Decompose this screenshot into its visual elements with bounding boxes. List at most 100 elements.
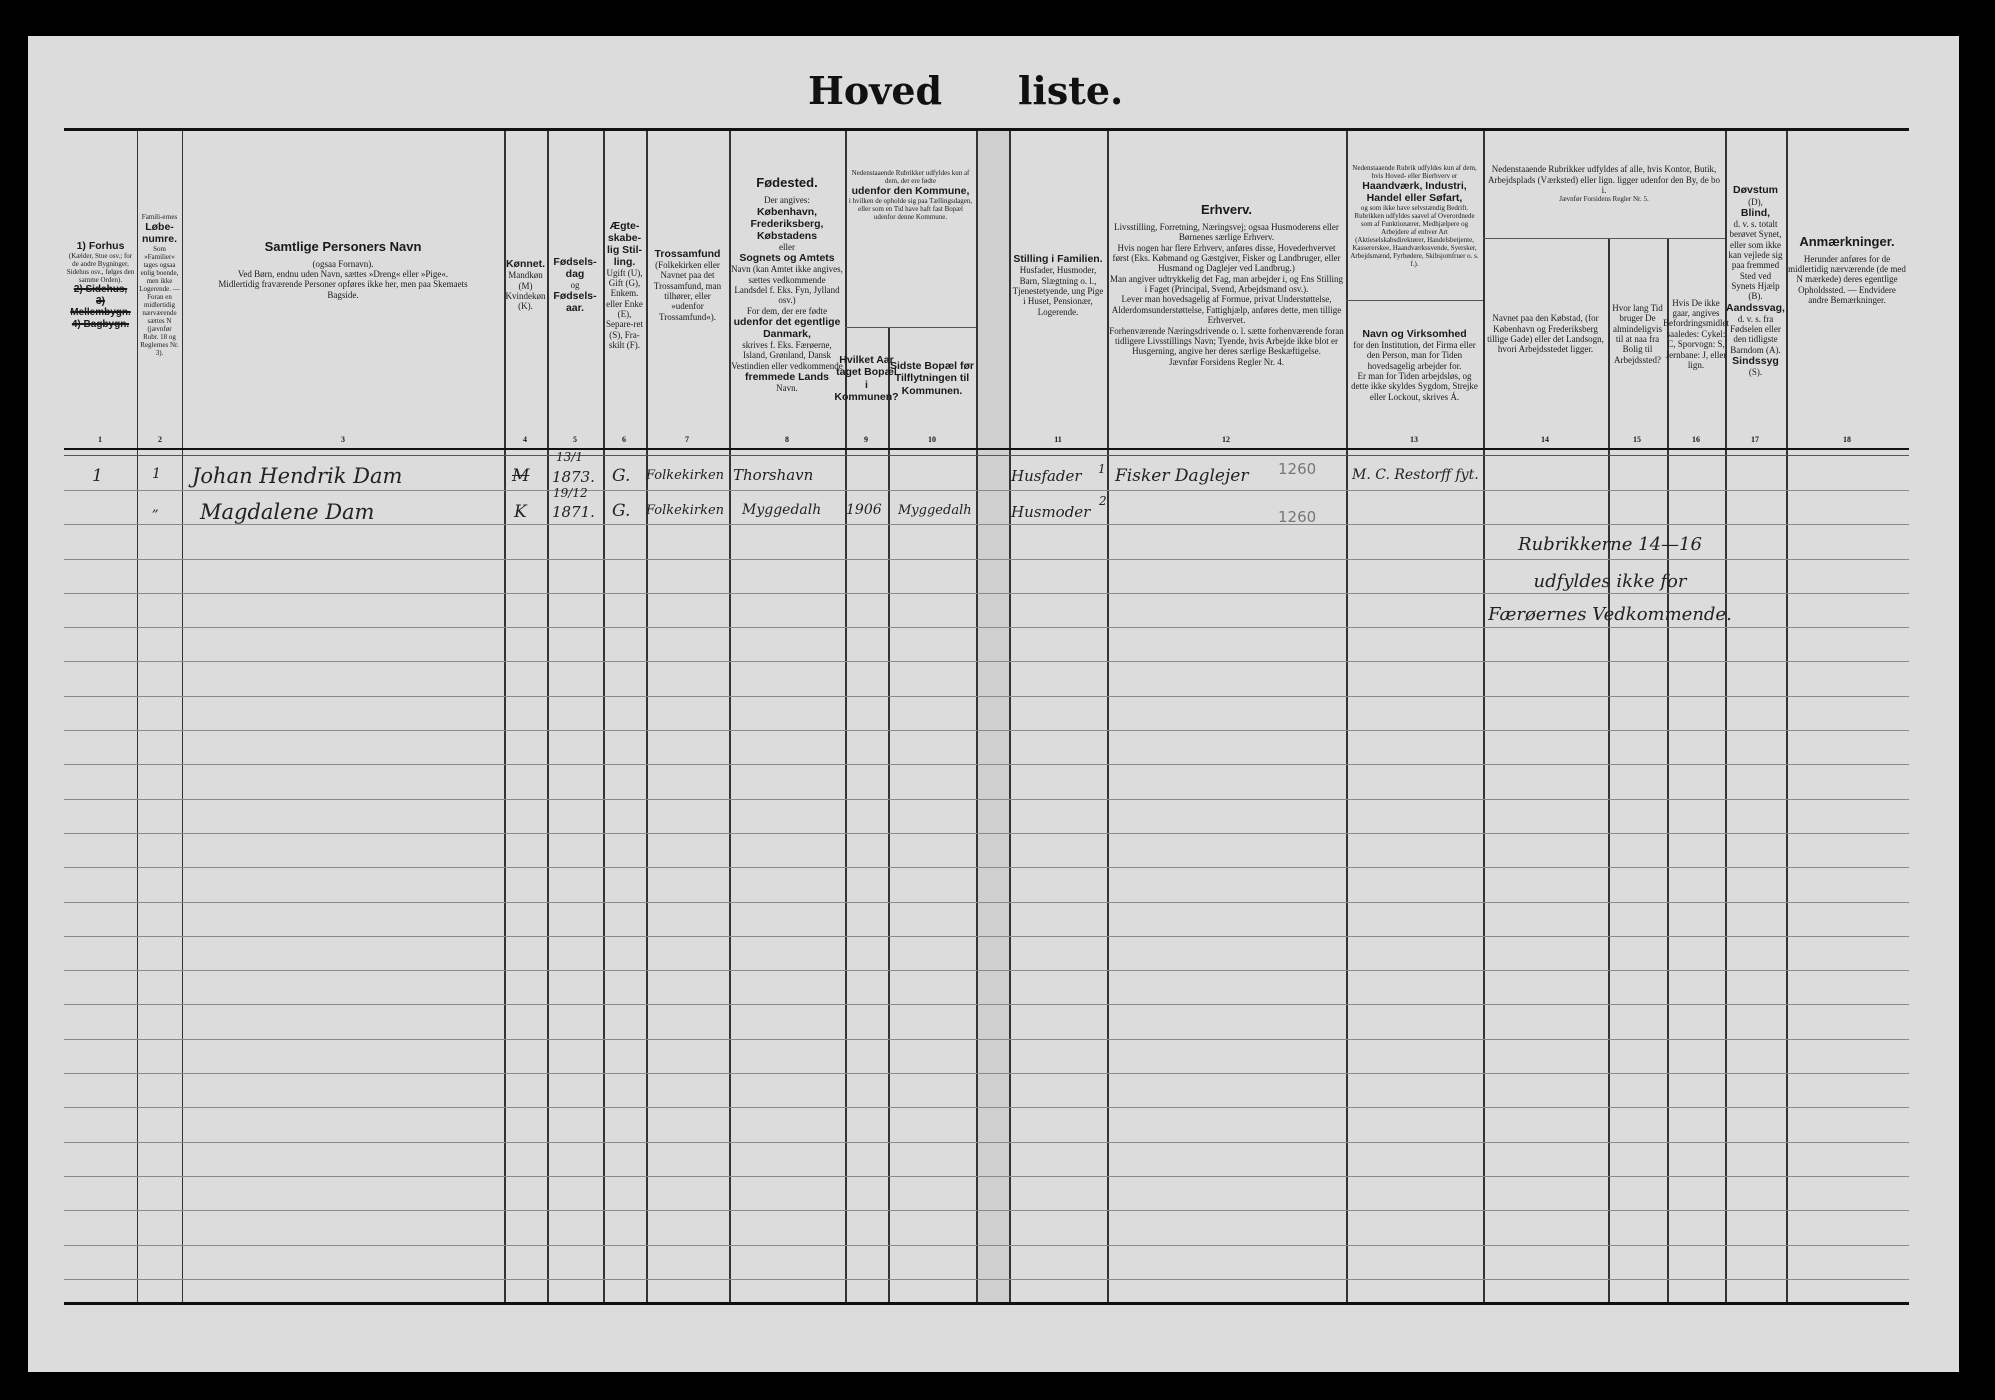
row-line: [64, 524, 1909, 525]
header-col-15: Hvor lang Tid bruger De almindeligvis ti…: [1608, 238, 1667, 430]
header-text-segment: Sognets og Amtets: [739, 252, 835, 265]
header-col-14: Navnet paa den Købstad, (for København o…: [1483, 238, 1608, 430]
header-text-segment: Ved Børn, endnu uden Navn, sættes »Dreng…: [237, 269, 449, 280]
column-divider: [1786, 130, 1788, 1304]
header-text-segment: Nedenstaaende Rubrikker udfyldes af alle…: [1487, 164, 1721, 196]
column-number: 9: [864, 435, 868, 444]
header-col-13-note: Nedenstaaende Rubrik udfyldes kun af dem…: [1346, 132, 1483, 300]
row-line: [64, 833, 1909, 834]
header-text-segment: Navn (kan Amtet ikke angives, sættes ved…: [731, 264, 843, 306]
entry-1-col1: 1: [92, 466, 103, 486]
row-line: [64, 1107, 1909, 1108]
column-number: 14: [1541, 435, 1549, 444]
header-text-segment: Fødsels-aar.: [553, 290, 597, 315]
subheader-divider: [845, 327, 976, 328]
column-number: 2: [158, 435, 162, 444]
header-text-segment: (Folkekirken eller Navnet paa det Trossa…: [653, 260, 722, 322]
header-col-9: Hvilket Aar taget Bopæl i Kommunen?: [834, 327, 898, 430]
entry-1-occupation-code: 1260: [1278, 460, 1317, 478]
row-line: [64, 490, 1909, 491]
entry-1-name: Johan Hendrik Dam: [192, 464, 403, 488]
header-col-9-10: Nedenstaaende Rubrikker udfyldes kun af …: [845, 135, 976, 255]
row-line: [64, 593, 1909, 594]
entry-1-employer: M. C. Restorff fyt.: [1352, 467, 1479, 483]
column-number: 8: [785, 435, 789, 444]
note-line-1: Rubrikkerne 14—16: [1518, 534, 1702, 555]
column-number: 13: [1410, 435, 1418, 444]
header-text-segment: Forhenværende Næringsdrivende o. l. sætt…: [1109, 325, 1344, 357]
header-bottom-rule: [64, 448, 1909, 450]
row-line: [64, 1245, 1909, 1246]
header-text-segment: Nedenstaaende Rubrikker udfyldes kun af …: [851, 168, 970, 185]
entry-1-family-position: Husfader: [1011, 467, 1082, 485]
header-text-segment: Herunder anføres for de midlertidig nærv…: [1788, 253, 1906, 305]
title-left: Hoved: [808, 68, 943, 113]
header-text-segment: i hvilken de opholde sig paa Tællingsdag…: [848, 197, 973, 222]
column-divider: [646, 130, 648, 1304]
header-text-segment: Kønnet.: [505, 258, 546, 271]
header-text-segment: Fødsels-dag: [553, 255, 597, 280]
header-text-segment: Døvstum: [1733, 184, 1778, 197]
row-line: [64, 867, 1909, 868]
header-col-18: Anmærkninger. Herunder anføres for de mid…: [1786, 140, 1908, 400]
row-line: [64, 764, 1909, 765]
header-text-segment: Samtlige Personers Navn: [264, 238, 422, 254]
entry-1-birth-year: 1873.: [552, 468, 595, 486]
header-text-segment: d. v. s. totalt berøvet Synet, eller som…: [1728, 218, 1783, 302]
header-text-segment: Hvis nogen har flere Erhverv, anføres di…: [1112, 242, 1341, 274]
header-text-segment: Rubrikken udfyldes saavel af Overordnede…: [1350, 211, 1479, 269]
header-text-segment: 4) Bagbygn.: [71, 318, 130, 330]
row-line: [64, 1176, 1909, 1177]
header-text-segment: Som »Familier« tages ogsaa enlig boende,…: [139, 244, 180, 358]
column-divider: [976, 130, 978, 1304]
header-text-segment: Sidste Bopæl før Tilflytningen til Kommu…: [890, 360, 975, 397]
header-text-segment: 2) Sidehus,: [73, 284, 128, 296]
title-right: liste.: [1018, 68, 1124, 113]
header-text-segment: Mandkøn (M) Kvindekøn (K).: [505, 270, 546, 312]
row-line: [64, 970, 1909, 971]
entry-2-family-mark: 2: [1099, 494, 1107, 508]
entry-2-birth-year: 1871.: [552, 503, 595, 521]
header-col-11: Stilling i Familien. Husfader, Husmoder, …: [1009, 140, 1107, 430]
header-text-segment: Hvilket Aar taget Bopæl i Kommunen?: [834, 354, 899, 403]
header-text-segment: for den Institution, det Firma eller den…: [1353, 340, 1476, 371]
header-text-segment: (D),: [1748, 196, 1763, 207]
header-text-segment: Husfader, Husmoder, Barn, Slægtning o. l…: [1012, 265, 1104, 317]
row-line: [64, 559, 1909, 560]
header-col-12: Erhverv. Livsstilling, Forretning, Næring…: [1107, 140, 1346, 430]
header-text-segment: Der angives:: [764, 195, 810, 206]
header-col-3: Samtlige Personers Navn (ogsaa Fornavn). V…: [200, 140, 486, 400]
entry-2-birth-day: 19/12: [553, 486, 588, 500]
column-number: 17: [1751, 435, 1759, 444]
header-text-segment: Trossamfund: [654, 247, 721, 260]
row-line: [64, 1142, 1909, 1143]
header-text-segment: Famili-ernes: [141, 212, 178, 221]
page-fold: [976, 130, 1009, 1304]
column-divider: [1346, 130, 1348, 1304]
row-line: [64, 1210, 1909, 1211]
column-number: 18: [1843, 435, 1851, 444]
column-number: 5: [573, 435, 577, 444]
header-text-segment: Aandssvag,: [1726, 301, 1785, 314]
entry-1-religion: Folkekirken: [646, 468, 725, 483]
header-col-17: Døvstum (D), Blind, d. v. s. totalt berøvet…: [1725, 132, 1786, 430]
entry-2-sex: K: [514, 502, 527, 522]
entry-1-col2: 1: [152, 466, 161, 482]
column-divider: [547, 130, 549, 1304]
entry-1-family-mark: 1: [1098, 462, 1106, 476]
note-line-3: Færøernes Vedkommende.: [1488, 604, 1732, 625]
header-text-segment: Er man for Tiden arbejdsløs, og dette ik…: [1351, 371, 1478, 402]
column-divider: [729, 130, 731, 1304]
header-col-14-16: Nedenstaaende Rubrikker udfyldes af alle…: [1483, 130, 1725, 238]
row-line: [64, 696, 1909, 697]
row-line: [64, 1279, 1909, 1280]
header-text-segment: Sindssyg: [1732, 355, 1779, 368]
column-divider: [1107, 130, 1109, 1304]
header-text-segment: Hvis De ikke gaar, angives Befordringsmi…: [1663, 297, 1730, 370]
header-text-segment: skrives f. Eks. Færøerne, Island, Grønla…: [731, 340, 843, 371]
entry-1-birthplace: Thorshavn: [733, 466, 814, 484]
header-text-segment: fremmede Lands: [744, 371, 830, 384]
header-text-segment: Anmærkninger.: [1799, 233, 1895, 249]
column-number: 3: [341, 435, 345, 444]
entry-2-year-moved: 1906: [846, 502, 882, 518]
